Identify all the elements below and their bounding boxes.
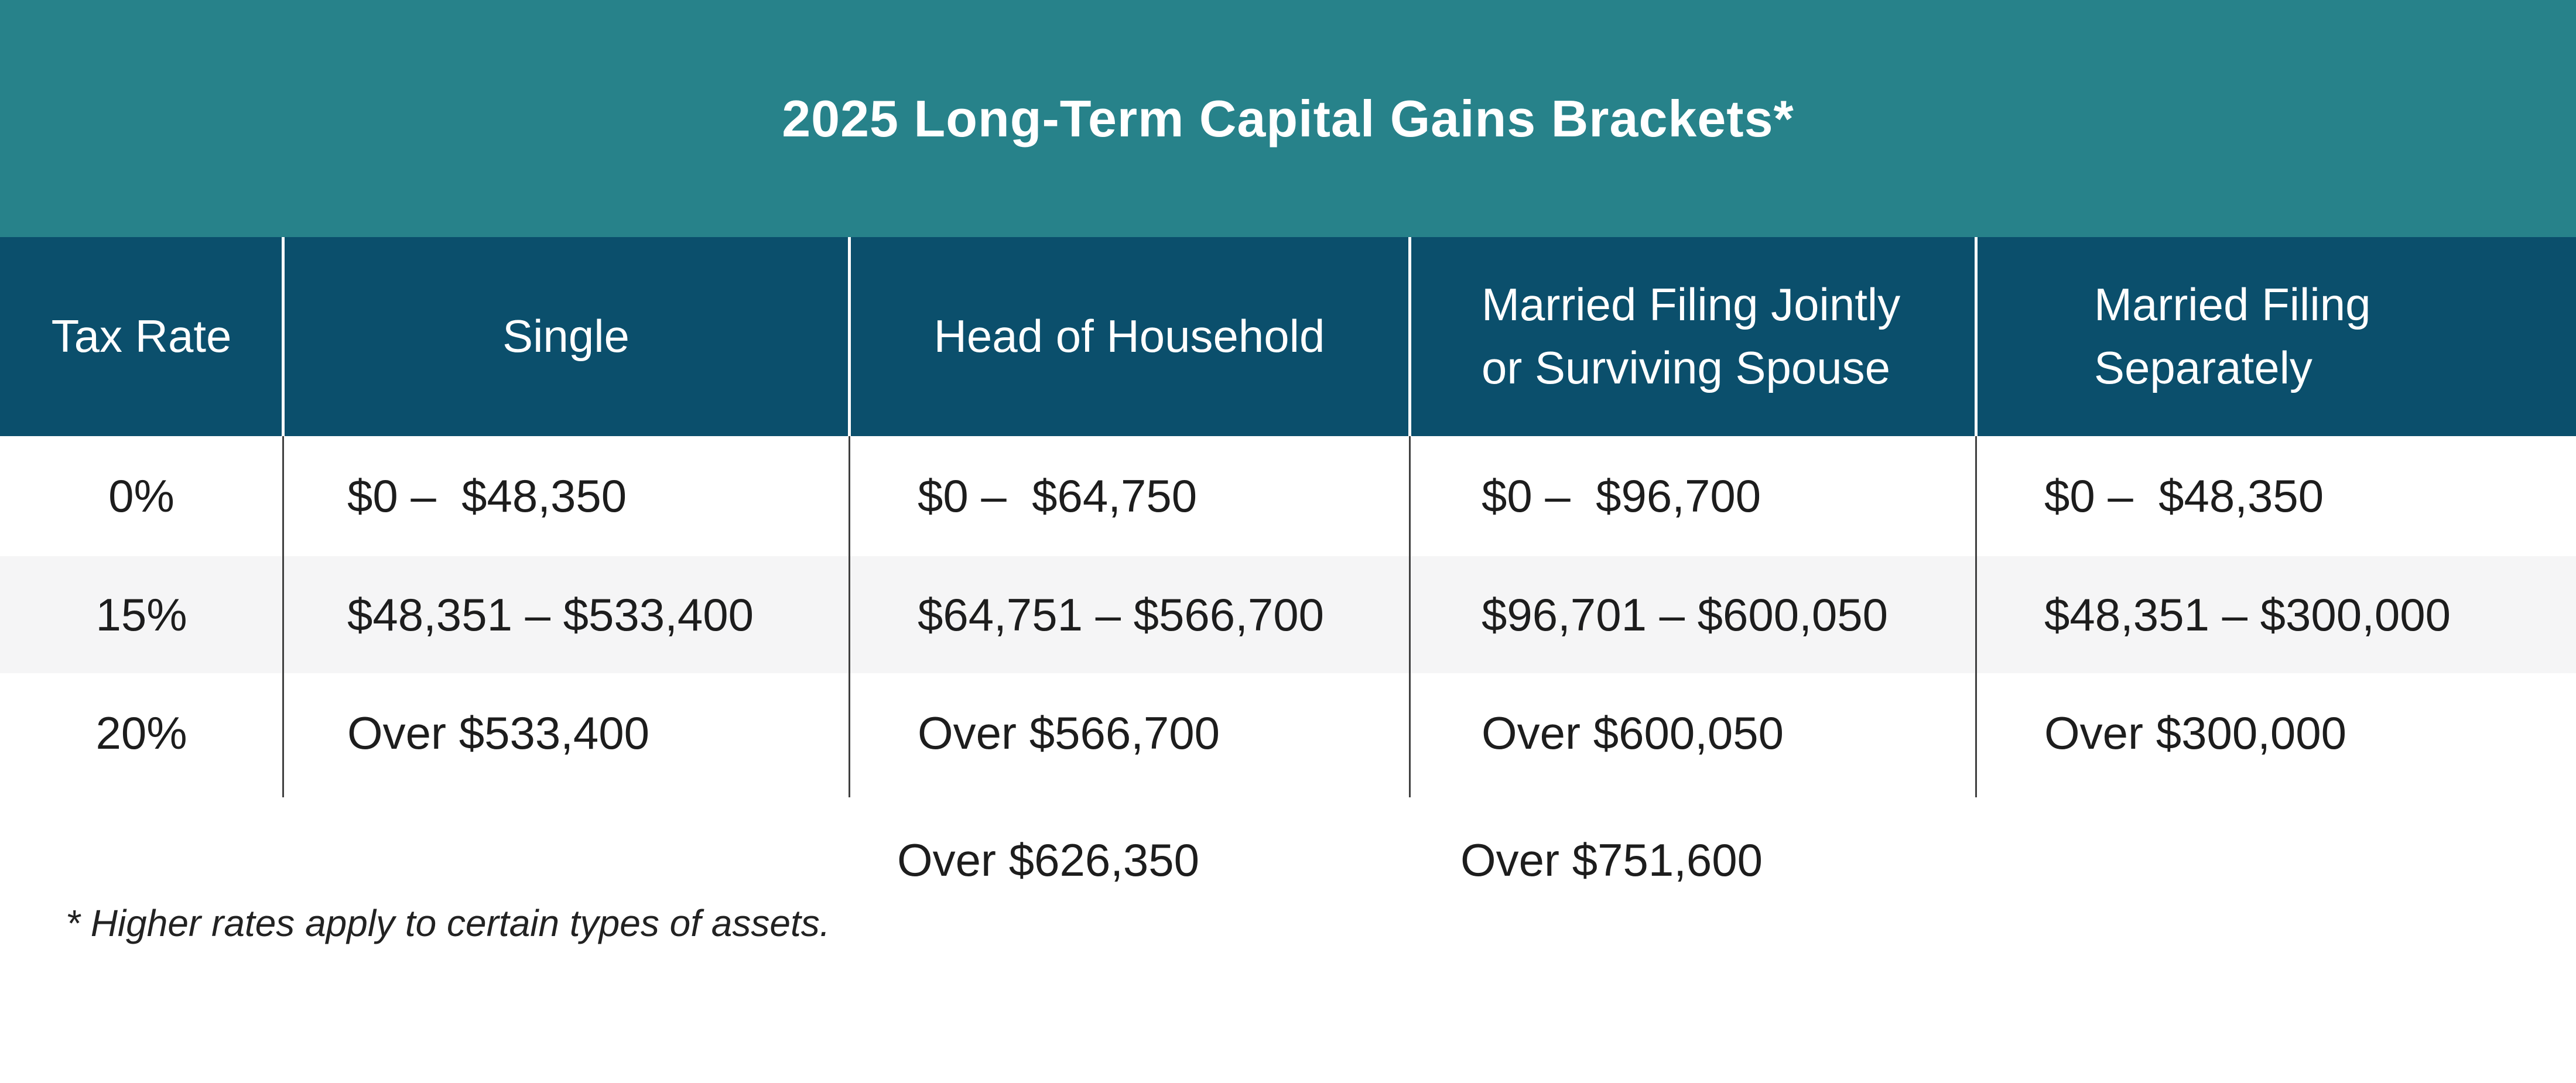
header-column-divider	[282, 237, 285, 436]
header-cell-married-filing-jointly: Married Filing Jointly or Surviving Spou…	[1482, 279, 1901, 393]
cell-rate: 15%	[95, 588, 187, 640]
header-cell-married-filing-separately: Married Filing Separately	[2094, 279, 2371, 393]
cell-married-jointly-range: Over $600,050	[1482, 707, 1784, 759]
cell-rate: 20%	[95, 707, 187, 759]
cell-single-range: $0 – $48,350	[347, 470, 627, 522]
cell-head-of-household-range: $0 – $64,750	[918, 470, 1198, 522]
table-row-15-percent: 15% $48,351 – $533,400 $64,751 – $566,70…	[0, 556, 2576, 673]
body-column-divider	[282, 436, 284, 797]
cell-head-of-household-range: Over $566,700	[918, 707, 1220, 759]
cell-head-of-household-range: $64,751 – $566,700	[918, 588, 1325, 640]
table-row-0-percent: 0% $0 – $48,350 $0 – $64,750 $0 – $96,70…	[0, 436, 2576, 556]
cell-rate: 0%	[108, 470, 175, 522]
cell-married-jointly-range: $96,701 – $600,050	[1482, 588, 1889, 640]
table-row-20-percent: 20% Over $533,400 Over $566,700 Over $60…	[0, 673, 2576, 793]
title-band: 2025 Long-Term Capital Gains Brackets*	[0, 0, 2576, 237]
table-header-row: Tax Rate Single Head of Household Marrie…	[0, 237, 2576, 436]
cell-married-separately-range: $0 – $48,350	[2044, 470, 2324, 522]
page-title: 2025 Long-Term Capital Gains Brackets*	[782, 89, 1794, 148]
header-column-divider	[1408, 237, 1411, 436]
body-column-divider	[1975, 436, 1977, 797]
header-cell-head-of-household: Head of Household	[933, 310, 1325, 362]
footnote: * Higher rates apply to certain types of…	[66, 902, 830, 944]
header-column-divider	[1975, 237, 1978, 436]
header-cell-single: Single	[502, 310, 630, 362]
body-column-divider	[1409, 436, 1411, 797]
header-cell-tax-rate: Tax Rate	[51, 310, 232, 362]
body-column-divider	[849, 436, 850, 797]
cell-single-range: $48,351 – $533,400	[347, 588, 754, 640]
overflow-value-married-filing-jointly: Over $751,600	[1460, 834, 1763, 886]
cell-married-separately-range: $48,351 – $300,000	[2044, 588, 2451, 640]
cell-married-separately-range: Over $300,000	[2044, 707, 2347, 759]
header-column-divider	[848, 237, 851, 436]
overflow-value-head-of-household: Over $626,350	[897, 834, 1200, 886]
cell-single-range: Over $533,400	[347, 707, 650, 759]
cell-married-jointly-range: $0 – $96,700	[1482, 470, 1761, 522]
